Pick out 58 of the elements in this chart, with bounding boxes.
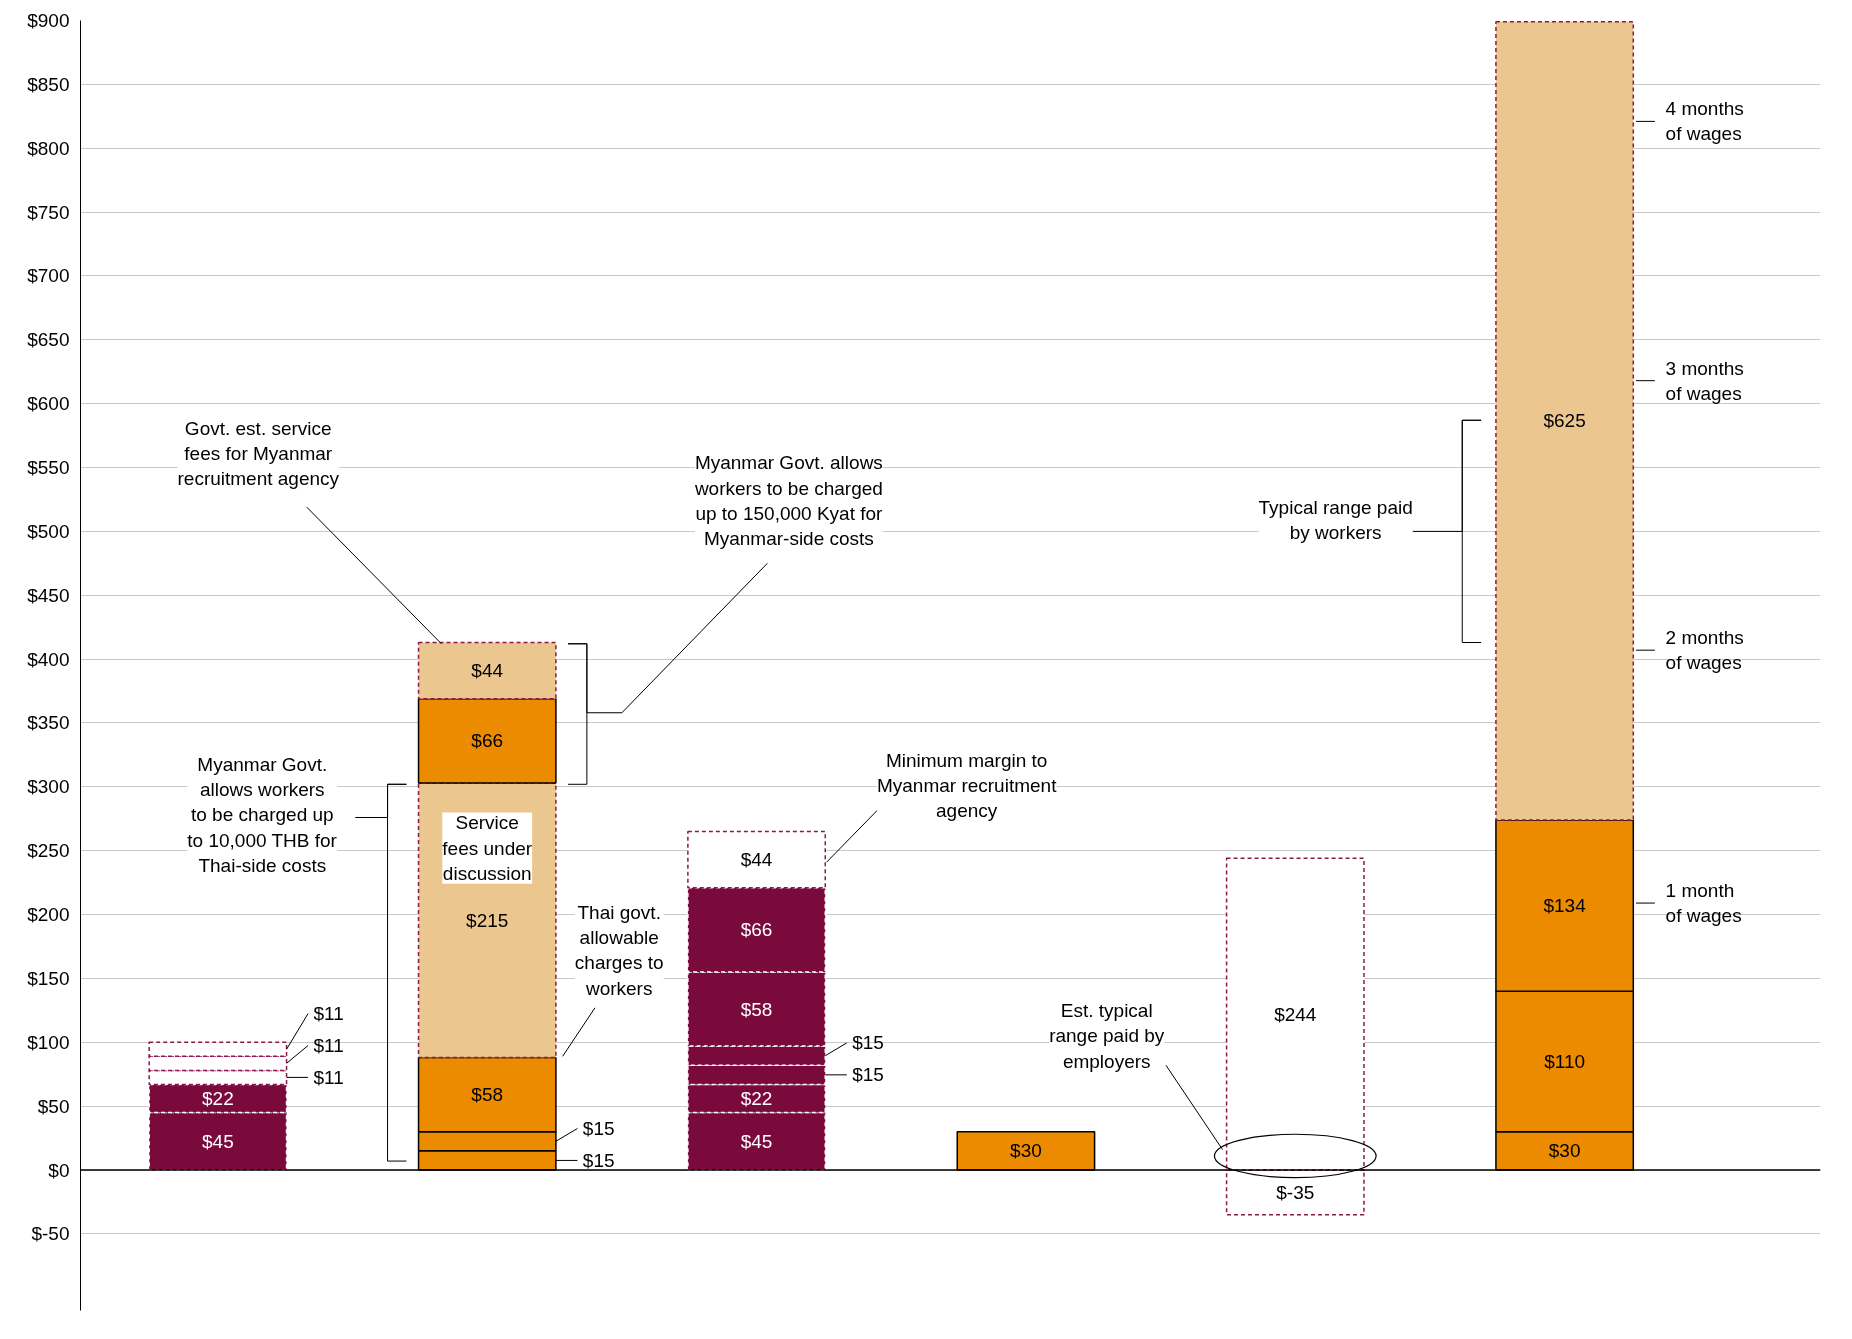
data-label: $-35 — [1276, 1181, 1315, 1203]
data-label: $110 — [1544, 1050, 1586, 1072]
y-tick-label: $750 — [27, 201, 70, 223]
annotation: Govt. est. service fees for Myanmar recruitment agency — [177, 417, 340, 490]
annotation: 3 months of wages — [1665, 357, 1744, 404]
y-tick-label: $500 — [27, 520, 70, 542]
annotation: Myanmar Govt. allows workers to be charged up to 150,000 Kyat for Myanmar-side costs — [693, 452, 884, 550]
data-label: $44 — [471, 660, 504, 682]
data-label: $11 — [313, 1003, 344, 1025]
annotation: Myanmar Govt. allows workers to be charged up to 10,000 THB for Thai-side costs — [187, 754, 338, 876]
y-tick-label: $600 — [27, 393, 70, 415]
data-label: $66 — [740, 919, 773, 941]
y-tick-label: $450 — [27, 584, 70, 606]
y-tick-label: $550 — [27, 457, 70, 479]
y-tick-label: $100 — [27, 1031, 70, 1053]
annotation: Est. typical range paid by employers — [1049, 1000, 1165, 1072]
data-label: $22 — [740, 1087, 773, 1109]
data-label: $15 — [582, 1149, 615, 1171]
data-label: $58 — [740, 998, 773, 1020]
bar — [1495, 21, 1635, 821]
annotation: 2 months of wages — [1665, 627, 1744, 674]
data-label: $15 — [582, 1117, 615, 1139]
data-label: $45 — [202, 1130, 234, 1152]
annotation: Service fees under discussion — [442, 812, 533, 884]
data-label: $30 — [1010, 1140, 1042, 1162]
data-label: $58 — [471, 1084, 504, 1106]
y-tick-label: $400 — [27, 648, 70, 670]
data-label: $22 — [202, 1087, 234, 1109]
annotation: 4 months of wages — [1665, 98, 1744, 145]
y-tick-label: $250 — [27, 840, 70, 862]
annotation: Minimum margin to Myanmar recruitment agency — [876, 749, 1058, 822]
y-tick-label: $700 — [27, 265, 70, 287]
y-tick-label: $350 — [27, 712, 70, 734]
y-tick-label: $-50 — [31, 1223, 70, 1245]
annotation: Thai govt. allowable charges to workers — [574, 902, 664, 999]
data-label: $45 — [740, 1130, 773, 1152]
y-tick-label: $650 — [27, 329, 70, 351]
annotation: Typical range paid by workers — [1258, 496, 1413, 543]
data-label: $134 — [1543, 895, 1587, 917]
data-label: $11 — [313, 1034, 344, 1056]
y-tick-label: $800 — [27, 137, 70, 159]
data-label: $66 — [471, 730, 504, 752]
data-label: $244 — [1274, 1003, 1317, 1025]
y-tick-label: $150 — [27, 967, 70, 989]
data-label: $625 — [1543, 410, 1586, 432]
y-tick-label: $900 — [27, 10, 70, 31]
y-tick-label: $850 — [27, 73, 70, 95]
y-tick-label: $0 — [48, 1159, 70, 1181]
data-label: $15 — [852, 1064, 884, 1086]
y-tick-label: $200 — [27, 904, 70, 926]
y-tick-label: $50 — [37, 1095, 70, 1117]
data-label: $11 — [313, 1066, 344, 1088]
data-label: $15 — [852, 1032, 884, 1054]
annotation: 1 month of wages — [1665, 879, 1742, 927]
data-label: $44 — [740, 849, 773, 871]
y-tick-label: $300 — [27, 776, 70, 798]
data-label: $30 — [1548, 1140, 1581, 1162]
data-label: $215 — [466, 909, 509, 931]
